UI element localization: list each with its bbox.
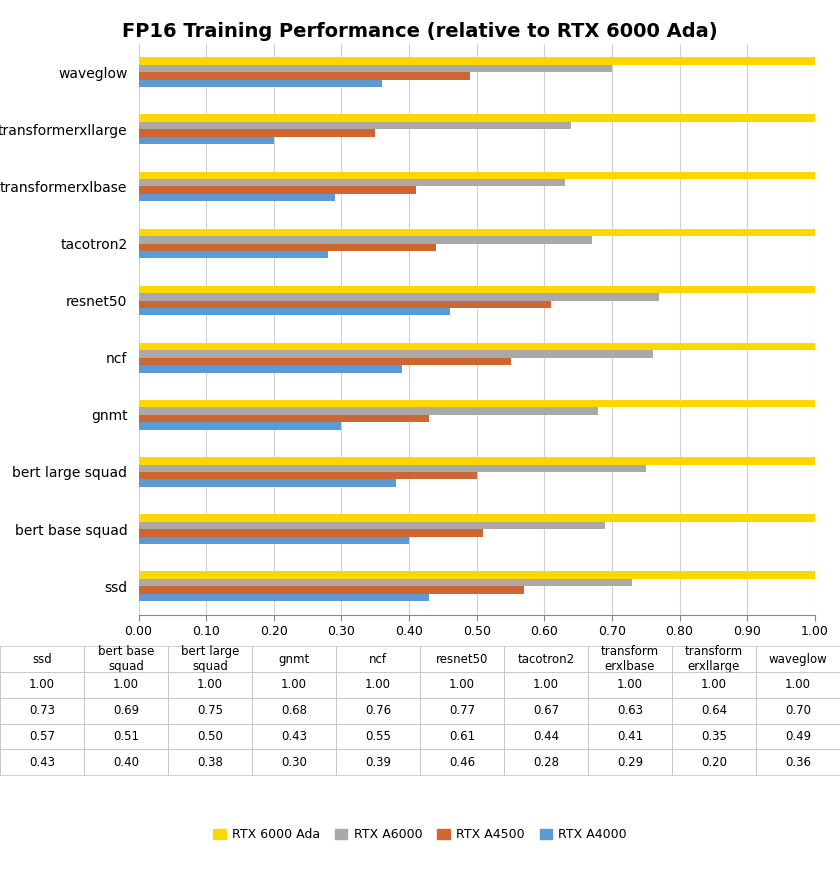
Bar [139,422,342,430]
Bar [139,465,646,472]
Bar [139,137,274,144]
Bar [139,407,598,415]
Bar [139,179,564,187]
Bar [139,228,815,236]
Bar [139,472,477,480]
Bar [139,129,375,137]
Bar [139,122,571,129]
Bar [139,571,815,579]
Bar [139,58,815,65]
Bar [139,243,436,251]
Bar [139,514,815,521]
Bar [139,415,429,422]
Bar [139,400,815,407]
Bar [139,286,815,293]
Bar [139,308,449,316]
Bar [139,194,334,201]
Bar [139,114,815,122]
Bar [139,579,633,586]
Bar [139,594,429,601]
Bar [139,236,591,243]
Bar [139,365,402,372]
Text: FP16 Training Performance (relative to RTX 6000 Ada): FP16 Training Performance (relative to R… [122,22,718,41]
Bar [139,301,551,308]
Bar [139,172,815,179]
Bar [139,72,470,79]
Bar [139,529,484,536]
Bar [139,293,659,301]
Bar [139,457,815,465]
Bar [139,187,416,194]
Bar [139,343,815,351]
Bar [139,480,396,487]
Bar [139,251,328,258]
Bar [139,536,409,544]
Bar [139,521,605,529]
Bar [139,351,653,358]
Bar [139,79,382,87]
Bar [139,65,612,72]
Legend: RTX 6000 Ada, RTX A6000, RTX A4500, RTX A4000: RTX 6000 Ada, RTX A6000, RTX A4500, RTX … [208,823,632,847]
Bar [139,358,511,365]
Bar [139,586,524,594]
